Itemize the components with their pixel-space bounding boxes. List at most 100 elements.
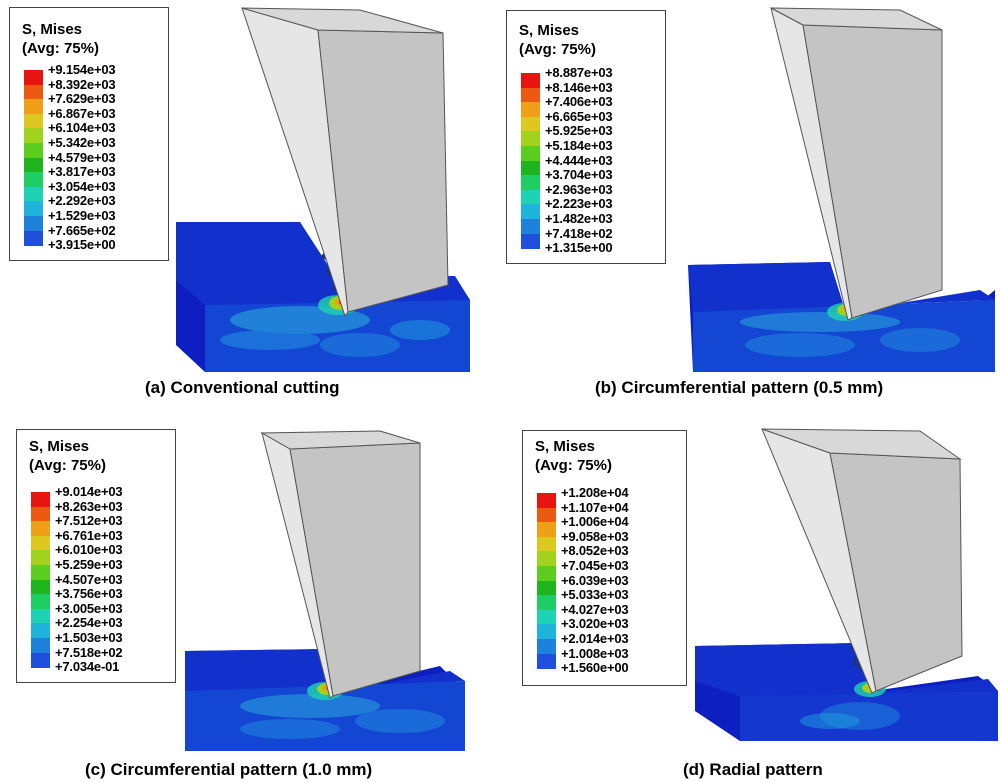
- legend-value: +2.014e+03: [561, 630, 629, 646]
- legend-subtitle: (Avg: 75%): [29, 457, 106, 474]
- legend-value: +2.223e+03: [545, 196, 613, 212]
- legend-color-swatch: [31, 579, 50, 595]
- legend-color-swatch: [521, 145, 540, 161]
- legend-color-swatch: [24, 201, 43, 217]
- legend-subtitle: (Avg: 75%): [22, 40, 99, 57]
- legend-color-swatch: [24, 157, 43, 173]
- legend-color-swatch: [24, 84, 43, 100]
- legend-color-swatch: [24, 172, 43, 188]
- legend-color-swatch: [521, 233, 540, 249]
- caption-b: (b) Circumferential pattern (0.5 mm): [595, 378, 884, 397]
- simulation-render-c: [185, 430, 465, 751]
- legend-value: +6.761e+03: [55, 527, 123, 543]
- legend-value: +4.507e+03: [55, 571, 123, 587]
- legend-value: +6.665e+03: [545, 108, 613, 124]
- legend-value: +9.058e+03: [561, 528, 629, 544]
- caption-d: (d) Radial pattern: [683, 760, 823, 779]
- legend-value: +8.052e+03: [561, 543, 629, 559]
- legend-value: +5.925e+03: [545, 123, 613, 139]
- legend-value: +7.418e+02: [545, 225, 613, 241]
- legend-color-swatch: [24, 142, 43, 158]
- legend-color-swatch: [31, 550, 50, 566]
- legend-value: +7.629e+03: [48, 91, 116, 107]
- stress-legend-b: S, Mises (Avg: 75%) +8.887e+03 +8.146e+03…: [506, 10, 666, 264]
- legend-value: +1.529e+03: [48, 207, 116, 223]
- legend-value: +9.014e+03: [55, 484, 123, 499]
- stress-legend-d: S, Mises (Avg: 75%) +1.208e+04 +1.107e+04…: [522, 430, 687, 686]
- legend-value: +3.054e+03: [48, 178, 116, 194]
- legend-value: +1.315e+00: [545, 240, 613, 256]
- legend-color-swatch: [537, 609, 556, 625]
- simulation-render-a: [176, 7, 470, 372]
- panel-d: S, Mises (Avg: 75%) +1.208e+04 +1.107e+04…: [500, 391, 1000, 782]
- legend-color-swatch: [31, 564, 50, 580]
- legend-color-swatch: [24, 215, 43, 231]
- legend-color-swatch: [31, 594, 50, 610]
- legend-color-swatch: [521, 218, 540, 234]
- legend-value: +8.146e+03: [545, 79, 613, 95]
- legend-color-swatch: [31, 492, 50, 507]
- legend-value: +2.292e+03: [48, 193, 116, 209]
- legend-color-swatch: [31, 623, 50, 639]
- legend-value: +1.006e+04: [561, 514, 629, 530]
- caption-a: (a) Conventional cutting: [145, 378, 340, 397]
- panel-c: S, Mises (Avg: 75%) +9.014e+03 +8.263e+03…: [0, 391, 500, 782]
- legend-color-swatch: [31, 608, 50, 624]
- legend-color-swatch: [537, 638, 556, 654]
- legend-color-swatch: [537, 653, 556, 669]
- legend-value: +3.915e+00: [48, 237, 116, 253]
- legend-value: +7.045e+03: [561, 557, 629, 573]
- legend-color-swatch: [537, 522, 556, 538]
- legend-color-swatch: [537, 595, 556, 611]
- legend-value: +6.010e+03: [55, 542, 123, 558]
- panel-b: S, Mises (Avg: 75%) +8.887e+03 +8.146e+03…: [500, 0, 1000, 397]
- legend-value: +4.027e+03: [561, 601, 629, 617]
- legend-value: +8.887e+03: [545, 65, 613, 80]
- legend-color-swatch: [24, 230, 43, 246]
- workpiece-top-face: [695, 643, 998, 696]
- legend-title: S, Mises: [22, 21, 83, 38]
- legend-color-swatch: [537, 493, 556, 508]
- legend-title: S, Mises: [519, 22, 580, 39]
- legend-value: +5.259e+03: [55, 556, 123, 572]
- legend-value: +5.342e+03: [48, 134, 116, 150]
- workpiece-top-face: [688, 262, 995, 312]
- legend-value: +9.154e+03: [48, 62, 116, 77]
- legend-color-swatch: [24, 70, 43, 85]
- legend-color-swatch: [537, 536, 556, 552]
- legend-color-swatch: [537, 624, 556, 640]
- legend-value: +3.020e+03: [561, 616, 629, 632]
- legend-value: +1.482e+03: [545, 210, 613, 226]
- legend-color-swatch: [521, 160, 540, 176]
- legend-color-swatch: [31, 535, 50, 551]
- simulation-render-b: [688, 7, 995, 372]
- legend-color-swatch: [537, 565, 556, 581]
- legend-color-swatch: [31, 521, 50, 537]
- legend-value: +2.963e+03: [545, 181, 613, 197]
- legend-color-swatch: [24, 128, 43, 144]
- legend-value: +1.107e+04: [561, 499, 629, 515]
- legend-value: +7.034e-01: [55, 659, 120, 675]
- legend-color-swatch: [521, 87, 540, 103]
- legend-title: S, Mises: [29, 438, 90, 455]
- legend-value: +5.033e+03: [561, 587, 629, 603]
- legend-color-swatch: [31, 652, 50, 668]
- legend-color-swatch: [521, 189, 540, 205]
- stress-legend-c: S, Mises (Avg: 75%) +9.014e+03 +8.263e+03…: [16, 429, 176, 683]
- legend-title: S, Mises: [535, 438, 596, 455]
- legend-value: +5.184e+03: [545, 137, 613, 153]
- legend-value: +4.579e+03: [48, 149, 116, 165]
- legend-color-swatch: [521, 102, 540, 118]
- legend-color-swatch: [521, 175, 540, 191]
- legend-value: +6.867e+03: [48, 105, 116, 121]
- legend-color-swatch: [521, 131, 540, 147]
- legend-value: +6.039e+03: [561, 572, 629, 588]
- panel-a: S, Mises (Avg: 75%) +9.154e+03 +8.392e+03…: [0, 0, 500, 397]
- legend-color-swatch: [521, 116, 540, 132]
- caption-c: (c) Circumferential pattern (1.0 mm): [85, 760, 373, 779]
- legend-color-swatch: [537, 551, 556, 567]
- legend-color-swatch: [537, 507, 556, 523]
- legend-subtitle: (Avg: 75%): [535, 457, 612, 474]
- legend-value: +2.254e+03: [55, 615, 123, 631]
- legend-value: +7.512e+03: [55, 513, 123, 529]
